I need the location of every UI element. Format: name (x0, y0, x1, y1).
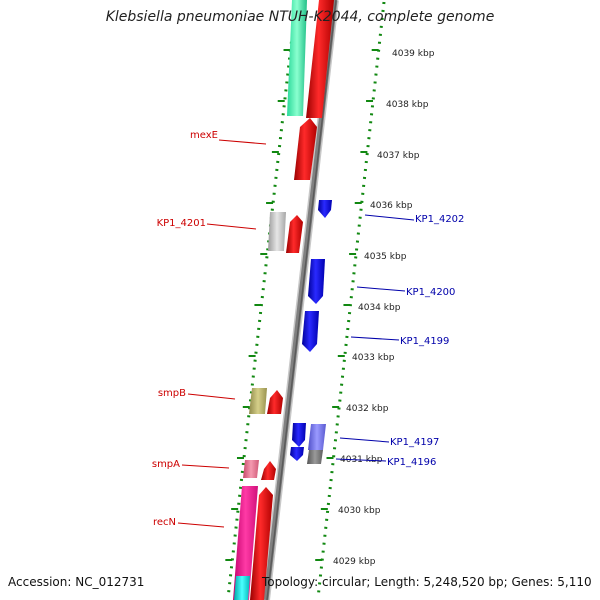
tick-label: 4039 kbp (392, 49, 435, 59)
tick-label: 4029 kbp (333, 557, 376, 567)
leader-line (206, 223, 257, 230)
cds-cog-green (287, 0, 307, 116)
leader-line (335, 458, 387, 462)
cds-forward-smpb (267, 390, 283, 414)
tick-label: 4037 kbp (377, 151, 420, 161)
tick-label: 4036 kbp (370, 201, 413, 211)
cds-cog-gray-kp1-4196 (307, 450, 323, 464)
cds-forward-kp1-4201 (286, 215, 303, 253)
cds-reverse-kp1-4196 (290, 447, 304, 461)
cds-cog-cyan (234, 576, 250, 600)
gene-label-kp1-4201: KP1_4201 (157, 218, 206, 229)
cds-forward-recn (250, 487, 273, 600)
tick-label: 4030 kbp (338, 506, 381, 516)
leader-line (339, 437, 390, 443)
cds-forward-top (306, 0, 334, 118)
cds-cog-lavender-kp1-4197 (308, 424, 326, 450)
leader-line (187, 393, 236, 400)
kbp-tick-labels: 4039 kbp 4038 kbp 4037 kbp 4036 kbp 4035… (333, 49, 435, 567)
tick-label: 4038 kbp (386, 100, 429, 110)
leader-line (350, 336, 400, 341)
tick-label: 4033 kbp (352, 353, 395, 363)
cds-reverse-kp1-4197 (292, 423, 306, 447)
leader-line (181, 464, 230, 469)
cds-reverse-kp1-4200 (308, 259, 325, 304)
accession-text: Accession: NC_012731 (8, 575, 145, 589)
inner-tick-marks (225, 49, 291, 561)
gene-label-kp1-4200: KP1_4200 (406, 287, 455, 298)
left-gene-labels: mexE KP1_4201 smpB smpA recN (152, 130, 267, 528)
right-gene-labels: KP1_4202 KP1_4200 KP1_4199 KP1_4197 KP1_… (335, 214, 464, 468)
tick-label: 4032 kbp (346, 404, 389, 414)
tick-label: 4035 kbp (364, 252, 407, 262)
cds-forward-smpa (261, 461, 276, 480)
leader-line (356, 286, 406, 292)
cds-reverse-kp1-4202 (318, 200, 332, 218)
gene-label-smpb: smpB (158, 388, 186, 399)
topology-text: Topology: circular; Length: 5,248,520 bp… (262, 575, 592, 589)
cds-forward-mexe (294, 118, 317, 180)
map-title: Klebsiella pneumoniae NTUH-K2044, comple… (105, 9, 495, 25)
cog-track (233, 0, 326, 600)
gene-label-kp1-4197: KP1_4197 (390, 437, 439, 448)
cds-reverse-kp1-4199 (302, 311, 319, 352)
cds-cog-gray-kp1-4201 (268, 212, 286, 251)
leader-line (177, 522, 225, 528)
gene-label-mexe: mexE (190, 130, 218, 141)
cds-cog-magenta-recn (233, 486, 258, 600)
tick-label: 4034 kbp (358, 303, 401, 313)
leader-line (364, 214, 415, 221)
cds-cog-pink-smpa (243, 460, 259, 478)
gene-label-kp1-4196: KP1_4196 (387, 457, 436, 468)
cds-cog-olive-smpb (249, 388, 267, 414)
outer-tick-marks (315, 49, 379, 561)
leader-line (218, 139, 267, 145)
gene-label-kp1-4199: KP1_4199 (400, 336, 449, 347)
forward-strand (250, 0, 334, 600)
gene-label-kp1-4202: KP1_4202 (415, 214, 464, 225)
gene-label-smpa: smpA (152, 459, 180, 470)
reverse-strand (290, 200, 332, 461)
gene-label-recn: recN (153, 517, 176, 528)
